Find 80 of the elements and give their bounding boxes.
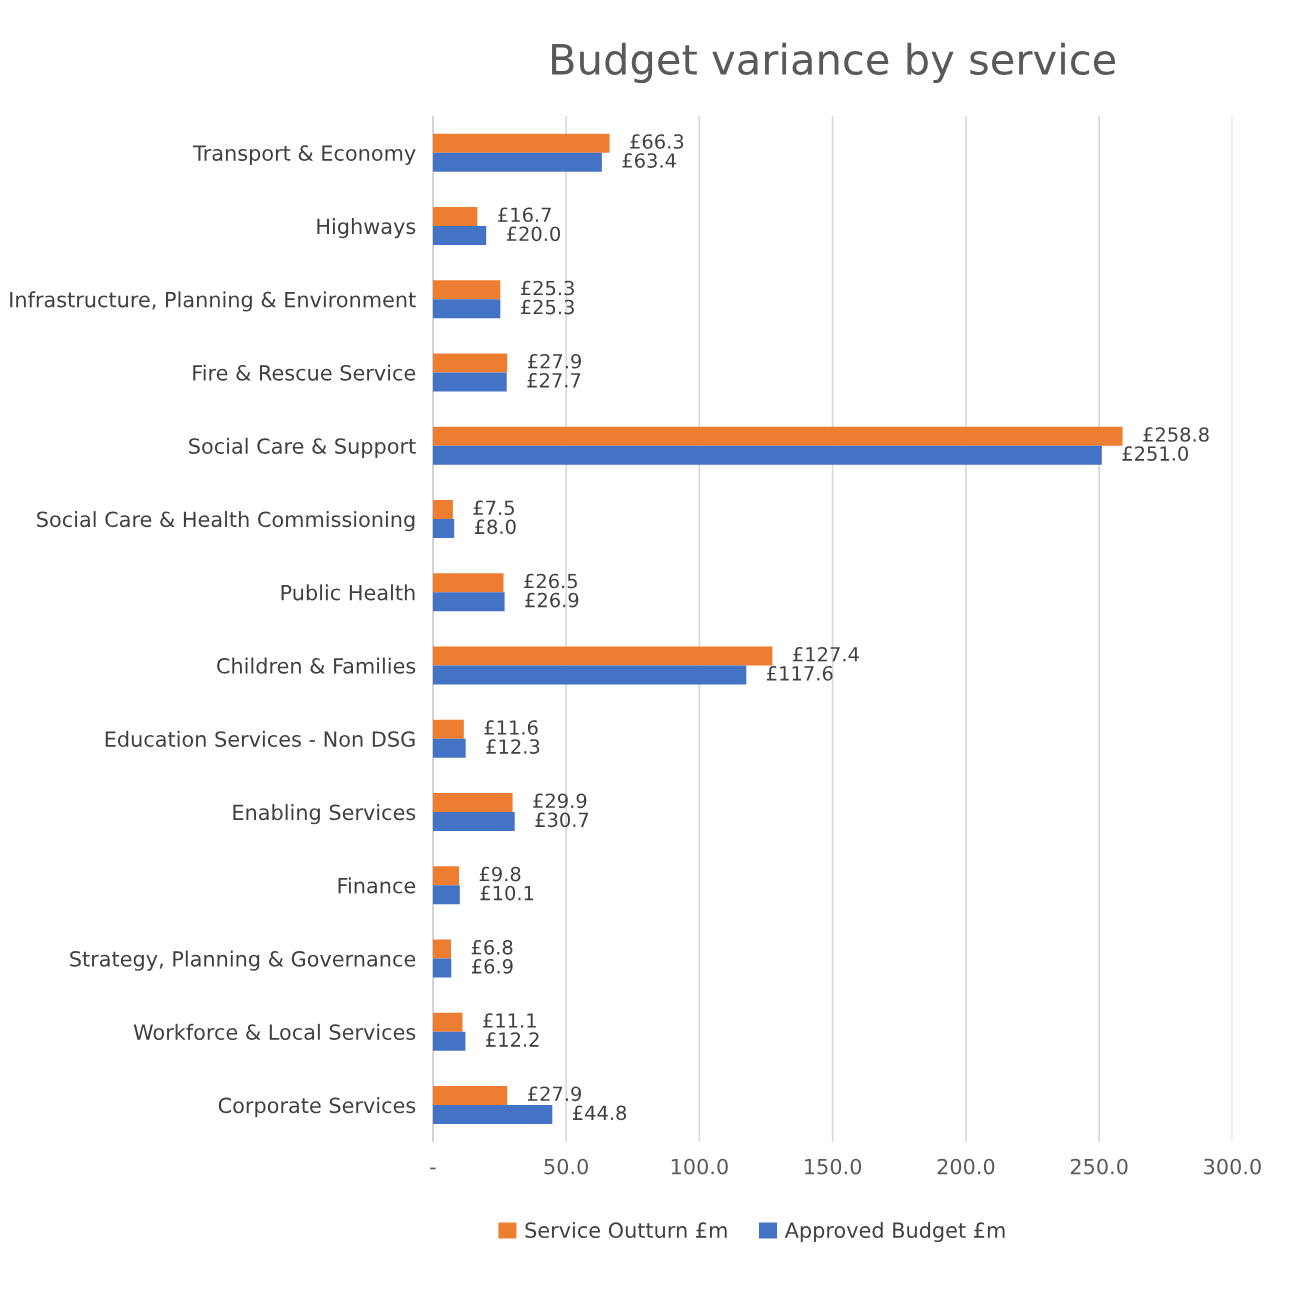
data-label: £26.9	[525, 592, 579, 608]
x-tick-label: 300.0	[1204, 1158, 1261, 1175]
bar	[432, 499, 453, 519]
bar	[432, 152, 602, 172]
data-label: £11.6	[484, 720, 538, 735]
data-label: £12.3	[486, 739, 540, 754]
y-tick-label: Workforce & Local Services	[133, 1023, 416, 1040]
bar	[432, 885, 460, 905]
data-label: £25.3	[520, 299, 574, 315]
data-label: £30.7	[535, 812, 589, 828]
bar	[432, 353, 508, 373]
data-label: £27.9	[527, 1086, 581, 1102]
data-label: £117.6	[766, 665, 833, 681]
x-tick-label: 150.0	[805, 1158, 862, 1175]
y-tick-label: Education Services - Non DSG	[105, 730, 415, 747]
bar	[432, 812, 515, 832]
data-label: £8.0	[474, 519, 516, 535]
bar	[432, 792, 513, 813]
y-tick-label: Social Care & Health Commissioning	[37, 511, 415, 532]
data-label: £27.7	[527, 372, 581, 388]
data-label: £7.5	[473, 500, 514, 516]
y-tick-label: Strategy, Planning & Governance	[70, 950, 416, 971]
bar	[432, 1105, 553, 1125]
legend-label: Approved Budget £m	[784, 1221, 1005, 1243]
bar	[432, 665, 747, 685]
bar	[432, 372, 507, 392]
y-tick-label: Enabling Services	[233, 804, 416, 825]
y-tick-label: Fire & Rescue Service	[193, 364, 416, 381]
data-label: £29.9	[533, 793, 587, 809]
chart-title: Budget variance by service	[552, 42, 1116, 84]
data-label: £20.0	[506, 226, 561, 242]
bar	[432, 1012, 463, 1032]
data-label: £6.9	[471, 958, 513, 974]
bar	[432, 719, 464, 739]
y-tick-label: Infrastructure, Planning & Environment	[10, 291, 416, 312]
data-label: £11.1	[483, 1013, 536, 1028]
bar	[432, 299, 501, 319]
y-tick-label: Transport & Economy	[193, 145, 416, 165]
data-label: £12.2	[486, 1032, 539, 1047]
data-label: £6.8	[471, 939, 513, 955]
bar	[432, 225, 487, 246]
data-label: £258.8	[1143, 427, 1209, 442]
bar	[432, 426, 1123, 446]
x-tick-label: -	[430, 1167, 436, 1170]
x-tick-label: 200.0	[937, 1158, 995, 1175]
bar	[432, 646, 773, 666]
legend-label: Service Outturn £m	[525, 1221, 727, 1239]
data-label: £66.3	[630, 134, 684, 149]
bar	[432, 280, 501, 300]
bar	[432, 738, 466, 758]
x-tick-label: 50.0	[544, 1158, 588, 1175]
data-label: £127.4	[793, 646, 859, 662]
bar	[432, 939, 452, 959]
bar	[432, 445, 1102, 465]
y-tick-label: Corporate Services	[218, 1097, 416, 1118]
x-tick-label: 250.0	[1070, 1158, 1128, 1175]
data-label: £44.8	[572, 1105, 627, 1121]
data-label: £25.3	[520, 280, 574, 296]
data-label: £251.0	[1122, 446, 1189, 461]
data-label: £27.9	[527, 353, 581, 369]
bar	[432, 518, 455, 539]
data-label: £63.4	[622, 153, 676, 168]
bar	[432, 866, 460, 886]
x-tick-label: 100.0	[671, 1158, 728, 1175]
data-label: £26.5	[524, 573, 577, 589]
bar	[432, 958, 452, 978]
bar	[432, 573, 504, 593]
data-label: £16.7	[498, 207, 551, 223]
y-tick-label: Finance	[338, 877, 416, 894]
y-tick-label: Social Care & Support	[189, 437, 416, 458]
bar	[432, 592, 505, 612]
y-tick-label: Highways	[317, 218, 416, 239]
y-tick-label: Public Health	[281, 584, 415, 601]
bar	[432, 133, 610, 153]
data-label: £10.1	[480, 885, 534, 901]
bar	[432, 1031, 466, 1051]
bar	[432, 206, 478, 226]
y-tick-label: Children & Families	[217, 657, 416, 674]
bar	[432, 1085, 508, 1106]
data-label: £9.8	[479, 866, 521, 882]
